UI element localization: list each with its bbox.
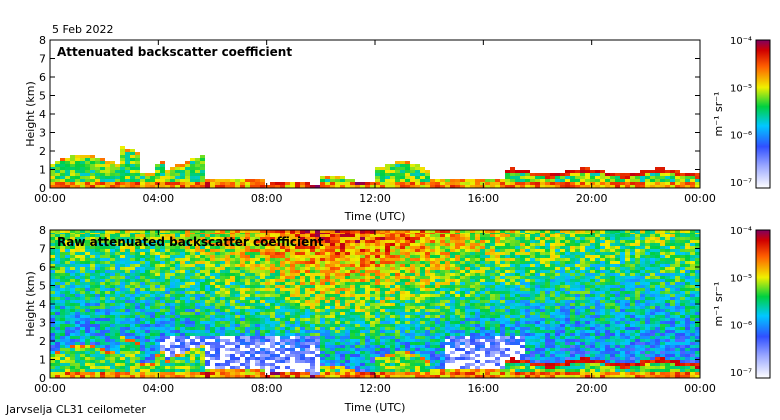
y-tick-label: 7 [39,243,46,256]
y-tick-label: 0 [39,182,46,195]
heatmap-data [50,230,700,378]
panel-raw-backscatter: 00:00 04:00 08:00 12:00 16:00 20:00 00:00 0 1 2 3… [24,224,771,414]
y-tick-label: 5 [39,90,46,103]
colorbar-tick-label: 10⁻⁵ [730,273,752,284]
y-tick-label: 8 [39,34,46,47]
colorbar [755,39,771,189]
y-tick-label: 3 [39,317,46,330]
x-tick-label: 04:00 [142,382,174,395]
x-tick-label: 08:00 [251,382,283,395]
colorbar-tick-label: 10⁻⁵ [730,83,752,94]
footer-label: Jarvselja CL31 ceilometer [5,403,146,416]
y-axis-label: Height (km) [24,81,37,147]
x-tick-label: 16:00 [467,192,499,205]
x-tick-label: 08:00 [251,192,283,205]
colorbar [755,229,771,379]
x-tick-label: 20:00 [576,192,608,205]
plot-area [50,40,700,188]
x-tick-label: 00:00 [34,382,66,395]
colorbar-tick-label: 10⁻⁶ [730,321,752,332]
y-tick-label: 7 [39,53,46,66]
date-label: 5 Feb 2022 [52,23,113,36]
y-tick-label: 4 [39,298,46,311]
colorbar-tick-label: 10⁻⁷ [730,178,752,189]
x-tick-label: 00:00 [34,192,66,205]
colorbar-tick-label: 10⁻⁴ [730,36,752,47]
y-tick-label: 4 [39,108,46,121]
colorbar-tick-label: 10⁻⁷ [730,368,752,379]
panel-title: Raw attenuated backscatter coefficient [57,235,324,249]
x-tick-label: 00:00 [684,192,716,205]
y-tick-label: 2 [39,335,46,348]
colorbar-label: m⁻¹ sr⁻¹ [712,282,725,327]
y-tick-label: 6 [39,71,46,84]
x-tick-label: 00:00 [684,382,716,395]
x-axis-label: Time (UTC) [344,210,406,223]
y-axis-label: Height (km) [24,271,37,337]
y-tick-label: 3 [39,127,46,140]
y-tick-label: 6 [39,261,46,274]
panel-title: Attenuated backscatter coefficient [57,45,292,59]
y-tick-label: 2 [39,145,46,158]
x-tick-label: 12:00 [359,382,391,395]
heatmap-data [50,146,700,188]
panel-attenuated-backscatter: 00:00 04:00 08:00 12:00 16:00 20:00 00:00 0 1 2 3… [24,34,771,223]
y-tick-label: 8 [39,224,46,237]
x-tick-label: 20:00 [576,382,608,395]
x-tick-label: 16:00 [467,382,499,395]
colorbar-tick-label: 10⁻⁶ [730,131,752,142]
y-tick-label: 1 [39,164,46,177]
x-tick-label: 04:00 [142,192,174,205]
colorbar-tick-label: 10⁻⁴ [730,226,752,237]
y-tick-label: 5 [39,280,46,293]
y-tick-label: 1 [39,354,46,367]
x-axis-label: Time (UTC) [344,401,406,414]
x-tick-label: 12:00 [359,192,391,205]
y-tick-label: 0 [39,372,46,385]
colorbar-label: m⁻¹ sr⁻¹ [712,92,725,137]
